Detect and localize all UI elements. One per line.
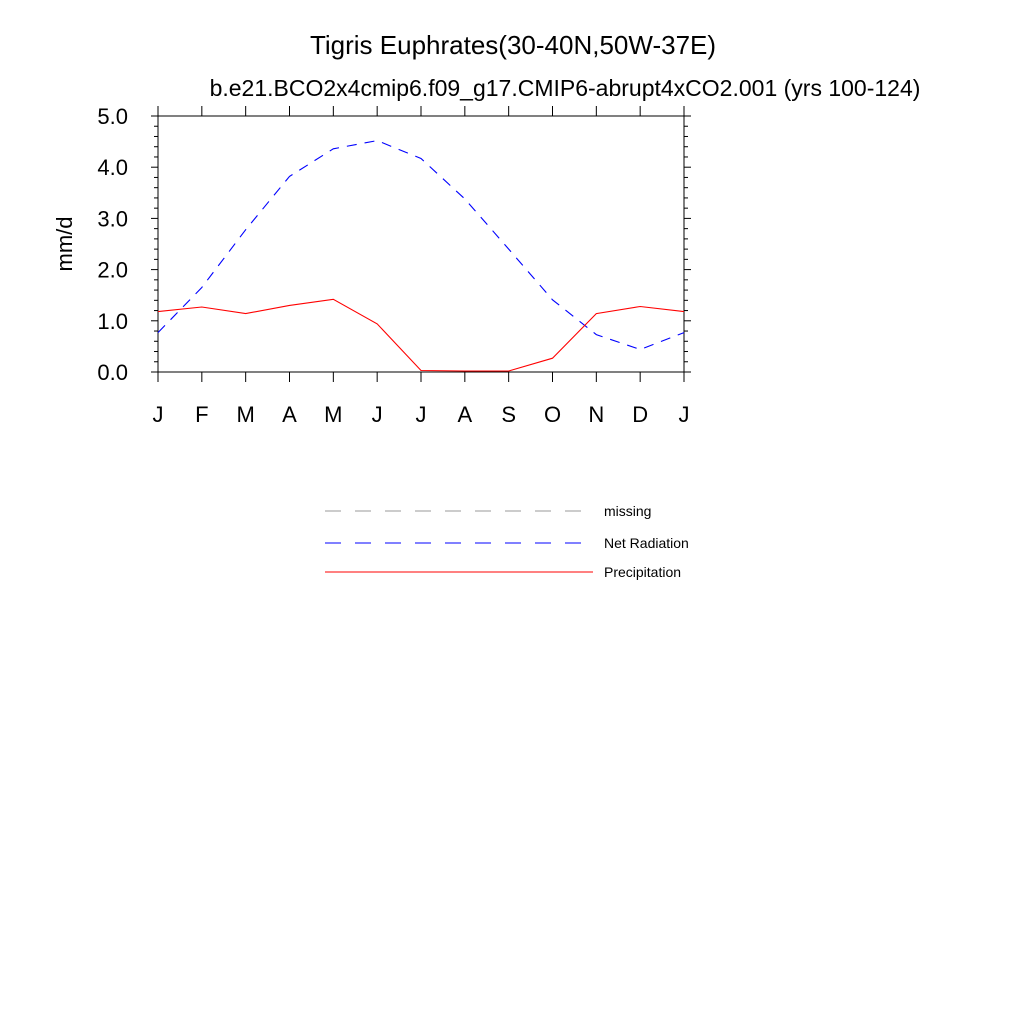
chart-subtitle: b.e21.BCO2x4cmip6.f09_g17.CMIP6-abrupt4x… xyxy=(210,75,921,101)
x-tick-label: J xyxy=(372,402,383,427)
y-tick-label: 1.0 xyxy=(97,309,128,334)
chart-legend: missing Net Radiation Precipitation xyxy=(325,503,689,580)
y-tick-label: 2.0 xyxy=(97,258,128,283)
y-tick-label: 0.0 xyxy=(97,360,128,385)
legend-label-missing: missing xyxy=(604,503,651,519)
x-tick-label: A xyxy=(282,402,297,427)
x-tick-label: A xyxy=(457,402,472,427)
x-tick-label: M xyxy=(324,402,342,427)
x-tick-label: N xyxy=(588,402,604,427)
x-tick-label: O xyxy=(544,402,561,427)
series-line-precipitation xyxy=(157,298,685,372)
x-tick-label: J xyxy=(153,402,164,427)
x-tick-label: S xyxy=(501,402,516,427)
x-tick-label: J xyxy=(679,402,690,427)
y-tick-label: 3.0 xyxy=(97,206,128,231)
x-tick-label: J xyxy=(416,402,427,427)
legend-label-precipitation: Precipitation xyxy=(604,564,681,580)
y-tick-label: 4.0 xyxy=(97,155,128,180)
y-axis-label: mm/d xyxy=(52,217,77,272)
series-line-net-radiation xyxy=(157,140,685,351)
x-tick-label: M xyxy=(237,402,255,427)
chart-title: Tigris Euphrates(30-40N,50W-37E) xyxy=(310,30,716,60)
plot-axes: 0.0 1.0 2.0 3.0 4.0 5.0 J F M A M J J A S O N D J xyxy=(97,104,691,427)
x-tick-label: F xyxy=(195,402,208,427)
plot-frame xyxy=(157,115,685,373)
x-tick-label: D xyxy=(632,402,648,427)
y-tick-label: 5.0 xyxy=(97,104,128,129)
legend-label-net-radiation: Net Radiation xyxy=(604,535,689,551)
plot-series xyxy=(157,140,685,372)
